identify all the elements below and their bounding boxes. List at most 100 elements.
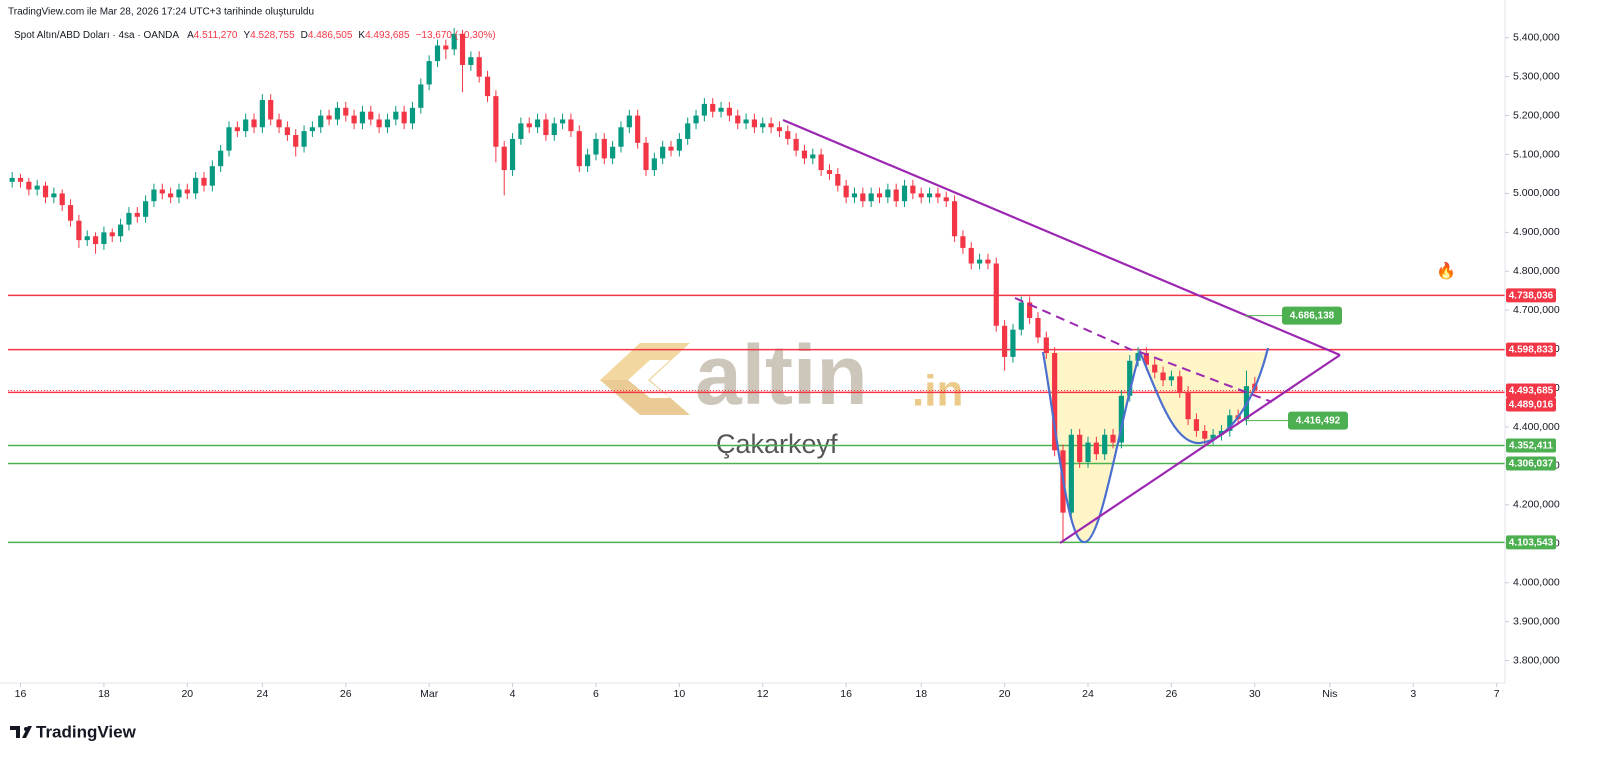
- candle-body: [468, 57, 474, 65]
- watermark-author: Çakarkeyf: [716, 429, 838, 459]
- candle-body: [943, 197, 949, 202]
- x-tick-label: 12: [757, 688, 769, 700]
- candle-body: [576, 131, 582, 167]
- candle-body: [985, 259, 991, 264]
- candle-body: [343, 107, 349, 116]
- candle-body: [501, 146, 507, 171]
- candle-body: [1152, 364, 1158, 373]
- candle-body: [668, 146, 674, 151]
- candle-body: [518, 123, 524, 139]
- candle-body: [359, 111, 366, 124]
- candle-body: [1227, 415, 1233, 431]
- x-tick-label: Nis: [1322, 688, 1337, 700]
- footer-brand: TradingView: [36, 722, 137, 741]
- x-tick-label: 24: [257, 688, 269, 700]
- price-badge: [1506, 535, 1556, 550]
- candle-body: [810, 154, 816, 159]
- candle-body: [768, 123, 774, 128]
- x-tick-label: 4: [510, 688, 516, 700]
- price-badge: [1506, 342, 1556, 357]
- candle-body: [843, 185, 849, 198]
- candle-body: [484, 76, 491, 97]
- footer-logo: TradingView: [10, 722, 137, 741]
- price-badge-label: 4.489,016: [1509, 400, 1554, 411]
- candle-body: [760, 123, 766, 128]
- candle-body: [26, 181, 32, 190]
- candle-body: [1002, 325, 1008, 357]
- candle-body: [109, 232, 115, 237]
- candle-body: [168, 193, 174, 198]
- candle-body: [184, 189, 190, 194]
- legend-value: 4.511,270: [194, 30, 238, 41]
- x-tick-label: 10: [674, 688, 686, 700]
- candle-body: [201, 177, 207, 186]
- callout-label: 4.416,492: [1296, 416, 1341, 427]
- y-tick-label: 3.900,000: [1513, 615, 1560, 627]
- candle-body: [1093, 442, 1099, 455]
- candle-body: [234, 127, 240, 132]
- candle-body: [1018, 302, 1024, 330]
- candle-body: [59, 193, 65, 206]
- candle-body: [1110, 434, 1116, 443]
- x-tick-label: 20: [181, 688, 193, 700]
- candle-body: [76, 220, 82, 241]
- candle-body: [551, 123, 557, 136]
- y-tick-label: 4.000,000: [1513, 576, 1560, 588]
- watermark-logo: [600, 343, 690, 415]
- candle-body: [860, 193, 866, 202]
- candle-body: [801, 150, 808, 159]
- candle-body: [434, 45, 441, 62]
- legend-key: A: [187, 30, 194, 41]
- candle-body: [685, 123, 691, 139]
- levels: [8, 294, 1505, 544]
- candle-body: [701, 103, 707, 116]
- legend-value: 4.486,505: [308, 30, 353, 41]
- candle-body: [1085, 442, 1091, 463]
- candle-body: [368, 111, 374, 120]
- candle-body: [143, 201, 149, 217]
- candle-body: [226, 127, 232, 151]
- candle-body: [459, 33, 466, 65]
- candle-body: [1202, 430, 1208, 439]
- candle-body: [1043, 337, 1049, 354]
- x-tick-label: 18: [915, 688, 927, 700]
- legend-key: D: [301, 30, 308, 41]
- labels: 5.400,000 5.300,000 5.200,000 5.100,000 5.00…: [15, 32, 1560, 700]
- callout-label: 4.686,138: [1290, 311, 1335, 322]
- candle-body: [1027, 302, 1033, 318]
- candle-body: [17, 177, 24, 182]
- callout-box: [1282, 306, 1342, 325]
- candle-body: [935, 193, 941, 198]
- candle-body: [785, 131, 791, 139]
- candle-body: [743, 119, 749, 124]
- price-badge: [1506, 397, 1556, 412]
- candle-body: [1127, 360, 1133, 396]
- candle-body: [601, 138, 607, 159]
- price-badge: [1506, 383, 1556, 398]
- x-tick-label: 30: [1249, 688, 1261, 700]
- candle-body: [276, 119, 282, 128]
- y-tick-label: 5.200,000: [1513, 109, 1560, 121]
- candle-body: [610, 146, 616, 159]
- neckline-dashed: [1014, 297, 1133, 351]
- price-badge-label: 4.306,037: [1509, 459, 1554, 470]
- candle-body: [1143, 353, 1149, 365]
- candle-body: [751, 119, 758, 128]
- candle-body: [635, 115, 641, 143]
- candle-body: [593, 138, 599, 155]
- candle-body: [585, 154, 591, 167]
- candle-body: [1168, 376, 1175, 381]
- lower-trendline: [1059, 354, 1341, 544]
- x-tick-label: 24: [1082, 688, 1094, 700]
- candle-body: [643, 142, 649, 171]
- x-tick-label: 26: [1166, 688, 1178, 700]
- y-tick-label: 5.300,000: [1513, 70, 1560, 82]
- candle-body: [893, 189, 899, 202]
- x-tick-label: 20: [999, 688, 1011, 700]
- candle-body: [726, 107, 732, 116]
- price-badge: [1506, 456, 1556, 471]
- y-tick-label: 4.800,000: [1513, 265, 1560, 277]
- x-tick-label: 26: [340, 688, 352, 700]
- candle-body: [568, 119, 574, 132]
